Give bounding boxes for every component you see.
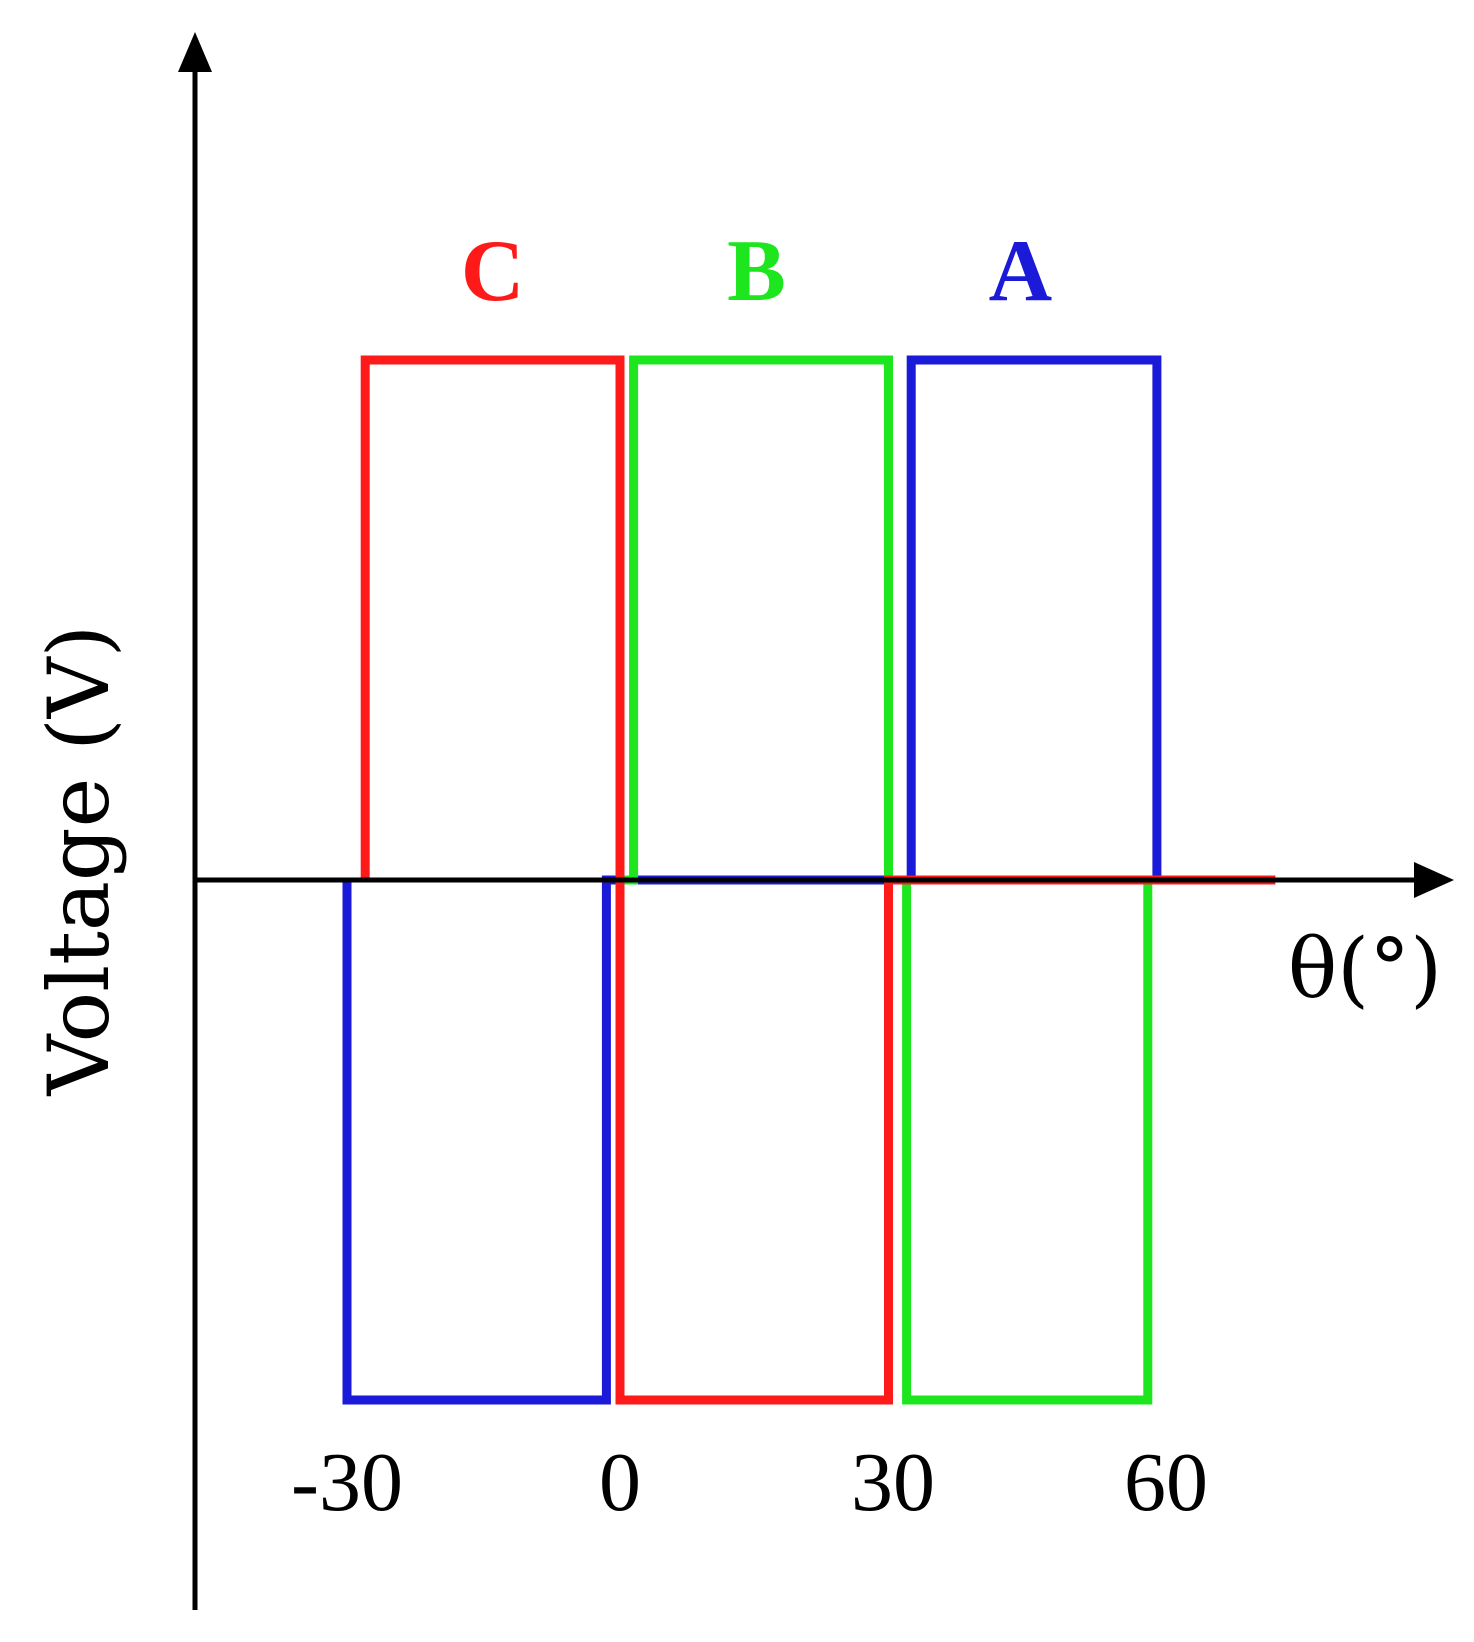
y-axis-label: Voltage (V): [30, 625, 128, 1097]
tick-labels: -30 0 30 60: [291, 1436, 1208, 1529]
series-label-c: C: [461, 223, 525, 320]
x-tick-label: -30: [291, 1436, 403, 1529]
y-axis-arrow-icon: [178, 32, 212, 72]
x-axis-arrow-icon: [1414, 862, 1454, 898]
x-axis-label: θ(°): [1288, 922, 1442, 1017]
series-label-a: A: [989, 223, 1053, 320]
series-label-b: B: [727, 223, 786, 320]
x-tick-label: 60: [1124, 1436, 1208, 1529]
x-tick-label: 0: [599, 1436, 641, 1529]
x-tick-label: 30: [851, 1436, 935, 1529]
